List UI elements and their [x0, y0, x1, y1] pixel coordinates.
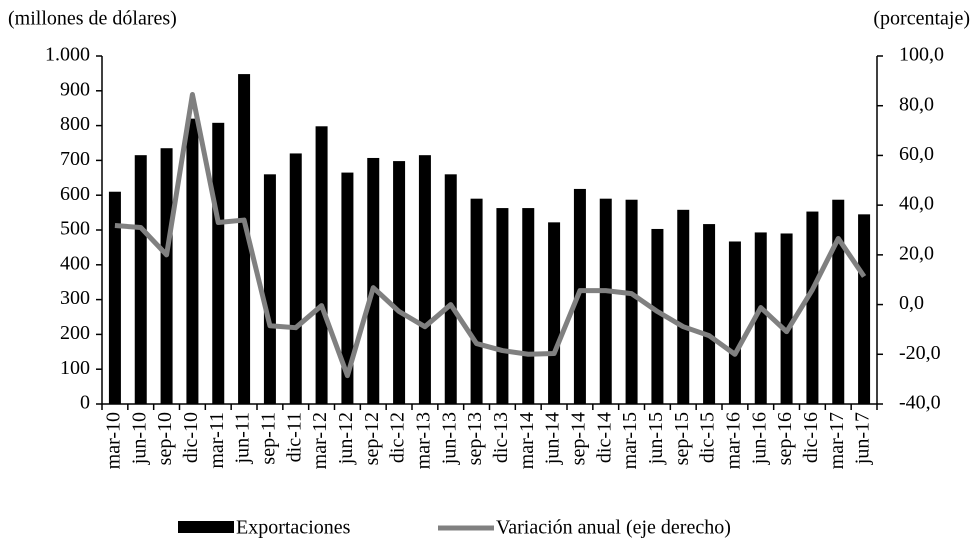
y-tick-label: 200 — [60, 322, 90, 344]
bar — [263, 174, 276, 404]
bar — [393, 161, 406, 404]
bar — [496, 208, 509, 404]
x-tick-label: dic-11 — [283, 412, 305, 462]
line — [114, 92, 867, 379]
y2-tick-label: 60,0 — [899, 143, 934, 165]
x-tick-label: mar-13 — [413, 412, 435, 469]
bar — [212, 122, 225, 404]
bar — [780, 233, 793, 404]
bar — [444, 174, 457, 404]
x-tick-label: dic-12 — [387, 412, 409, 463]
legend-swatch — [178, 521, 234, 533]
x-tick-label: sep-10 — [154, 412, 176, 465]
x-tick-label: sep-16 — [774, 412, 796, 465]
x-tick-label: jun-11 — [232, 412, 254, 464]
y2-tick-label: 40,0 — [899, 193, 934, 215]
bar — [625, 199, 638, 404]
y-tick-label: 900 — [60, 78, 90, 100]
y2-tick-label: 20,0 — [899, 242, 934, 264]
bar — [548, 222, 561, 404]
y-tick-label: 600 — [60, 183, 90, 205]
x-tick-label: dic-13 — [490, 412, 512, 463]
bar — [677, 209, 690, 404]
x-tick-label: mar-15 — [619, 412, 641, 469]
y2-tick-label: -20,0 — [899, 342, 941, 364]
bar — [108, 191, 121, 404]
bar — [186, 118, 199, 404]
bar — [806, 211, 819, 404]
y-tick-label: 100 — [60, 357, 90, 379]
x-tick-label: mar-10 — [103, 412, 125, 469]
x-tick-label: mar-14 — [516, 412, 538, 469]
x-tick-label: jun-16 — [748, 412, 770, 465]
y2-tick-label: 0,0 — [899, 292, 924, 314]
legend-label: Variación anual (eje derecho) — [496, 517, 731, 539]
bar — [832, 199, 845, 404]
x-tick-label: mar-17 — [826, 412, 848, 469]
x-tick-label: mar-16 — [723, 412, 745, 469]
x-tick-label: dic-15 — [697, 412, 719, 463]
bar — [160, 148, 173, 404]
bar — [522, 208, 535, 404]
x-tick-label: jun-13 — [438, 412, 460, 465]
y2-tick-label: 100,0 — [899, 44, 944, 66]
y2-axis-label: (porcentaje) — [873, 8, 970, 30]
x-tick-label: jun-14 — [542, 412, 564, 465]
bar — [289, 153, 302, 404]
y-tick-label: 1.000 — [45, 44, 90, 66]
x-tick-label: jun-10 — [128, 412, 150, 465]
x-tick-label: sep-11 — [258, 412, 280, 465]
y2-tick-label: 80,0 — [899, 93, 934, 115]
x-tick-label: sep-15 — [671, 412, 693, 465]
bar — [238, 74, 251, 404]
y-tick-label: 400 — [60, 252, 90, 274]
y-tick-label: 0 — [80, 392, 90, 414]
x-tick-label: dic-10 — [180, 412, 202, 463]
y-tick-label: 500 — [60, 218, 90, 240]
x-tick-label: jun-12 — [335, 412, 357, 465]
bar — [134, 155, 147, 404]
x-tick-label: sep-14 — [568, 412, 590, 465]
y-tick-label: 700 — [60, 148, 90, 170]
x-tick-label: sep-13 — [464, 412, 486, 465]
x-tick-label: dic-14 — [593, 412, 615, 463]
bar — [651, 228, 664, 404]
bar — [858, 214, 871, 404]
x-tick-label: jun-15 — [645, 412, 667, 465]
bar — [418, 155, 431, 404]
y-tick-label: 300 — [60, 287, 90, 309]
bar — [599, 198, 612, 404]
y2-tick-label: -40,0 — [899, 392, 941, 414]
x-tick-label: sep-12 — [361, 412, 383, 465]
bar — [754, 232, 767, 404]
x-tick-label: mar-11 — [206, 412, 228, 469]
y-axis-label: (millones de dólares) — [8, 8, 177, 30]
x-tick-label: dic-16 — [800, 412, 822, 463]
bar — [367, 157, 380, 404]
y-tick-label: 800 — [60, 113, 90, 135]
bar — [341, 172, 354, 404]
bar — [470, 198, 483, 404]
x-tick-label: mar-12 — [309, 412, 331, 469]
bar — [703, 224, 716, 404]
legend-label: Exportaciones — [236, 517, 351, 539]
bar — [315, 126, 328, 405]
bar — [728, 241, 741, 404]
x-tick-label: jun-17 — [852, 412, 874, 465]
